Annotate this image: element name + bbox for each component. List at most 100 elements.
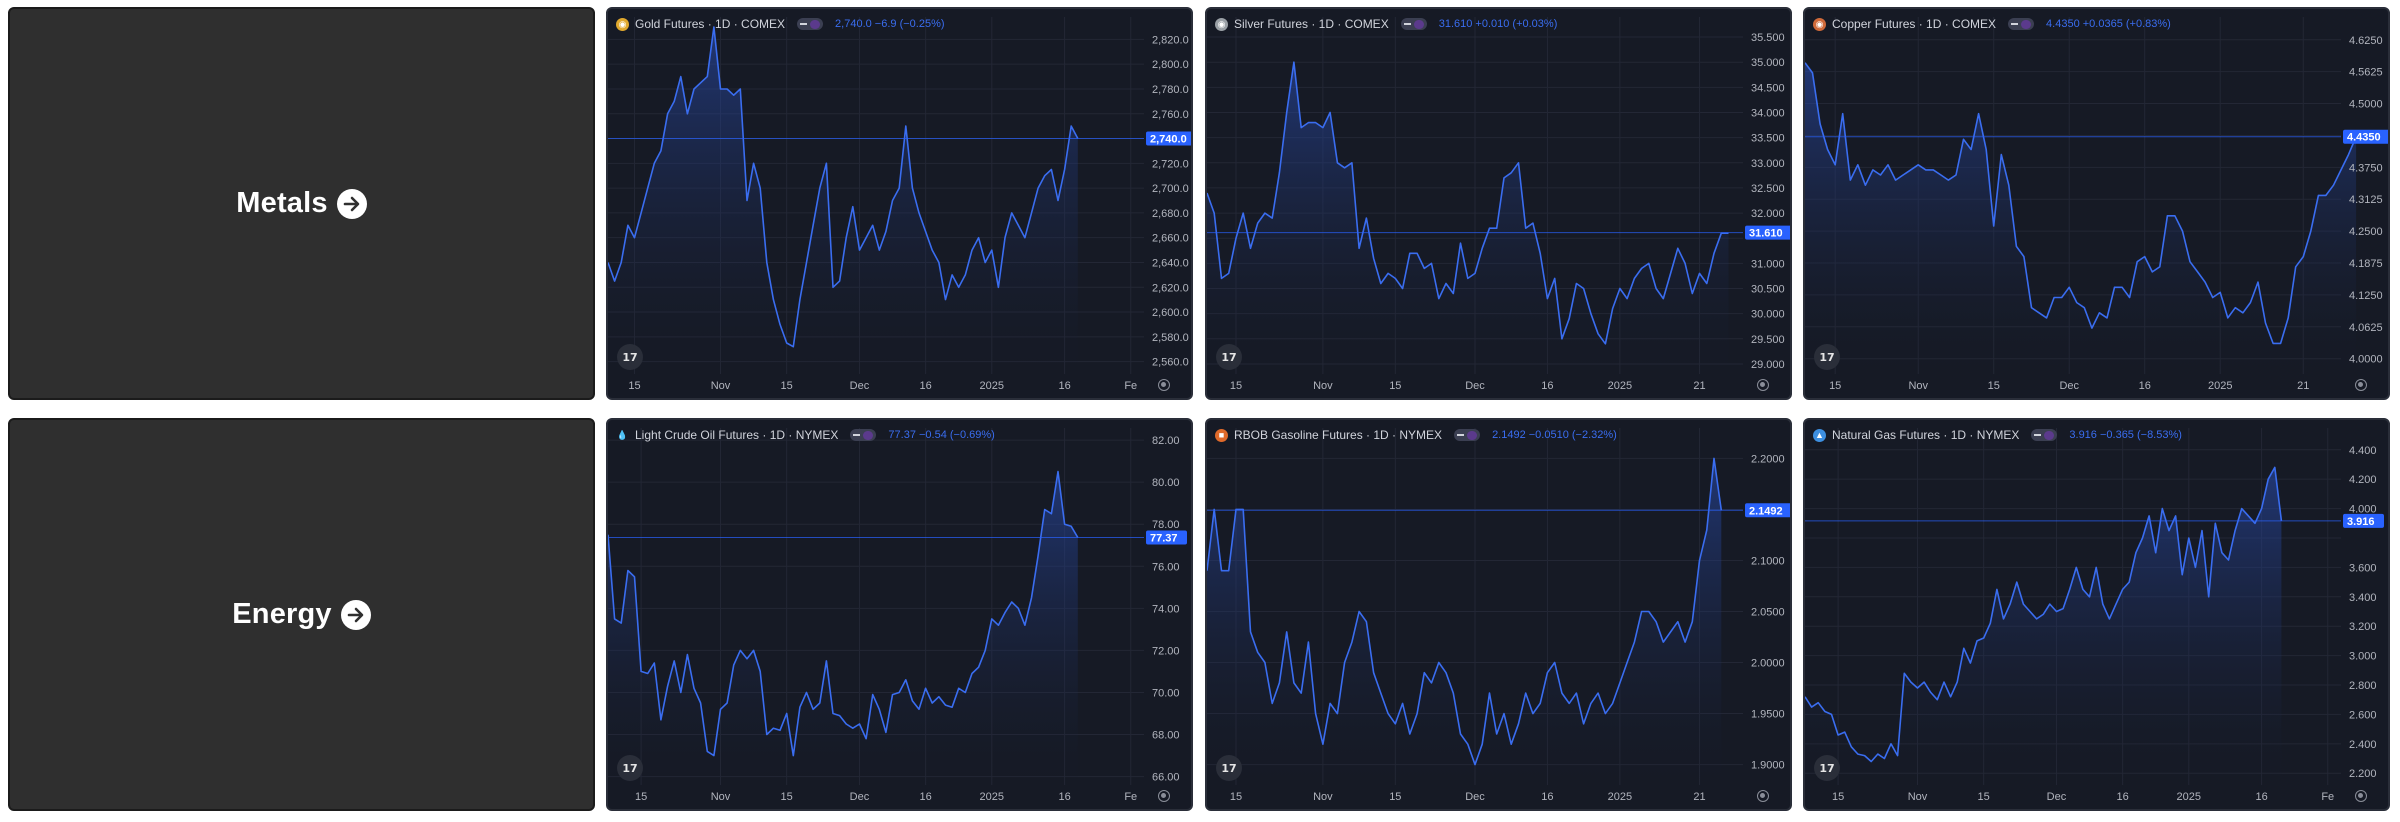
y-tick-label: 4.5625	[2349, 67, 2383, 79]
y-tick-label: 4.400	[2349, 445, 2377, 457]
dot-icon	[1413, 19, 1424, 29]
chart-header: ◉ Copper Futures · 1D · COMEX 4.4350 +0.03…	[1813, 15, 2171, 33]
series-toggle[interactable]	[2031, 429, 2058, 441]
y-tick-label: 2.400	[2349, 739, 2377, 751]
x-tick-label: Dec	[2047, 791, 2067, 803]
y-tick-label: 30.000	[1751, 309, 1785, 321]
x-tick-label: Nov	[1313, 380, 1333, 392]
series-toggle[interactable]	[1454, 429, 1481, 441]
y-tick-label: 2,660.0	[1152, 233, 1189, 245]
series-line	[1207, 457, 1723, 766]
settings-gear-icon[interactable]	[1757, 379, 1769, 391]
tradingview-logo-icon[interactable]: 17	[617, 755, 643, 781]
series-toggle[interactable]	[2008, 18, 2035, 30]
dash-icon	[1403, 23, 1411, 25]
x-tick-label: 15	[1832, 791, 1844, 803]
series-toggle[interactable]	[1400, 18, 1427, 30]
x-tick-label: 15	[781, 791, 793, 803]
chart-quote: 4.4350 +0.0365 (+0.83%)	[2046, 18, 2171, 30]
settings-gear-icon[interactable]	[1158, 790, 1170, 802]
x-tick-label: 16	[2255, 791, 2267, 803]
last-price-tag: 2.1492	[1745, 503, 1790, 517]
y-tick-label: 4.000	[2349, 504, 2377, 516]
x-tick-label: 15	[1230, 380, 1242, 392]
last-price-tag: 4.4350	[2343, 129, 2388, 144]
x-tick-label: 21	[1693, 791, 1705, 803]
chart-widget-crude-oil[interactable]: 82.00 80.00 78.00 76.00 74.00 72.00 70.00 68.00…	[606, 418, 1193, 811]
y-tick-label: 2,580.0	[1152, 332, 1189, 344]
x-tick-label: 2025	[980, 380, 1004, 392]
tradingview-logo-icon[interactable]: 17	[1814, 344, 1840, 370]
chart-header: ▲ Natural Gas Futures · 1D · NYMEX 3.916 −…	[1813, 426, 2182, 444]
chart-header: ■ RBOB Gasoline Futures · 1D · NYMEX 2.149…	[1215, 426, 1617, 444]
x-tick-label: 21	[2297, 380, 2309, 392]
y-tick-label: 76.00	[1152, 561, 1180, 573]
chart-title: Silver Futures · 1D · COMEX	[1234, 17, 1389, 31]
chart-widget-natural-gas[interactable]: 4.400 4.200 4.000 3.600 3.400 3.200 3.000 2.800…	[1803, 418, 2390, 811]
y-tick-label: 35.000	[1751, 57, 1785, 69]
y-tick-label: 2,680.0	[1152, 208, 1189, 220]
y-tick-label: 30.500	[1751, 284, 1785, 296]
category-card-energy[interactable]: Energy	[8, 418, 595, 811]
x-tick-label: 16	[2117, 791, 2129, 803]
arrow-right-circle-icon	[340, 599, 371, 630]
y-tick-label: 2.0000	[1751, 658, 1785, 670]
settings-gear-icon[interactable]	[2355, 379, 2367, 391]
y-tick-label: 80.00	[1152, 477, 1180, 489]
chart-widget-silver[interactable]: 35.500 35.000 34.500 34.000 33.500 33.000 32.5…	[1205, 7, 1792, 400]
oil-drop-icon: 💧	[616, 429, 629, 440]
settings-gear-icon[interactable]	[1158, 379, 1170, 391]
x-tick-label: 2025	[2208, 380, 2232, 392]
chart-widget-gasoline[interactable]: 2.2000 2.1000 2.0500 2.0000 1.9500 1.9000 2.14…	[1205, 418, 1792, 811]
chart-title: Gold Futures · 1D · COMEX	[635, 17, 786, 31]
x-tick-label: 16	[920, 791, 932, 803]
x-tick-label: 21	[1693, 380, 1705, 392]
y-tick-label: 74.00	[1152, 603, 1180, 615]
category-card-metals[interactable]: Metals	[8, 7, 595, 400]
y-tick-label: 4.2500	[2349, 226, 2383, 238]
tradingview-logo-icon[interactable]: 17	[1814, 755, 1840, 781]
x-tick-label: 2025	[1608, 791, 1632, 803]
x-tick-label: Dec	[1465, 380, 1485, 392]
dot-icon	[1467, 430, 1478, 440]
series-area	[1207, 458, 1722, 785]
tradingview-logo-icon[interactable]: 17	[617, 344, 643, 370]
chart-widget-gold[interactable]: 2,820.0 2,800.0 2,780.0 2,760.0 2,720.0 2,700…	[606, 7, 1193, 400]
x-tick-label: 15	[781, 380, 793, 392]
x-tick-label: 15	[635, 791, 647, 803]
last-price-tag: 2,740.0	[1146, 131, 1191, 146]
y-tick-label: 4.3750	[2349, 162, 2383, 174]
series-toggle[interactable]	[797, 18, 824, 30]
settings-gear-icon[interactable]	[1757, 790, 1769, 802]
last-price-label: 2,740.0	[1150, 134, 1187, 146]
chart-title: RBOB Gasoline Futures · 1D · NYMEX	[1234, 428, 1443, 442]
last-price-label: 3.916	[2347, 516, 2375, 528]
x-tick-label: Dec	[850, 380, 870, 392]
y-tick-label: 2,560.0	[1152, 357, 1189, 369]
last-price-tag: 3.916	[2343, 513, 2384, 528]
y-tick-label: 2.2000	[1751, 453, 1785, 465]
y-tick-label: 1.9500	[1751, 709, 1785, 721]
dash-icon	[2011, 23, 2019, 25]
series-toggle[interactable]	[850, 429, 877, 441]
y-tick-label: 29.000	[1751, 359, 1785, 371]
x-tick-label: 15	[1389, 380, 1401, 392]
series-line	[1805, 466, 2283, 763]
tradingview-logo-icon[interactable]: 17	[1216, 755, 1242, 781]
y-tick-label: 34.500	[1751, 82, 1785, 94]
dot-icon	[810, 19, 821, 29]
chart-title: Natural Gas Futures · 1D · NYMEX	[1832, 428, 2020, 442]
chart-widget-copper[interactable]: 4.6250 4.5625 4.5000 4.3750 4.3125 4.2500 4.18…	[1803, 7, 2390, 400]
y-tick-label: 70.00	[1152, 687, 1180, 699]
x-tick-label: Nov	[1908, 791, 1928, 803]
y-tick-label: 2,760.0	[1152, 109, 1189, 121]
y-tick-label: 2,720.0	[1152, 158, 1189, 170]
x-tick-label: 16	[1541, 380, 1553, 392]
tradingview-logo-icon[interactable]: 17	[1216, 344, 1242, 370]
x-tick-label: 16	[920, 380, 932, 392]
x-tick-label: 16	[2139, 380, 2151, 392]
category-label: Energy	[232, 598, 332, 630]
settings-gear-icon[interactable]	[2355, 790, 2367, 802]
x-tick-label: 2025	[1608, 380, 1632, 392]
last-price-label: 77.37	[1150, 532, 1178, 544]
